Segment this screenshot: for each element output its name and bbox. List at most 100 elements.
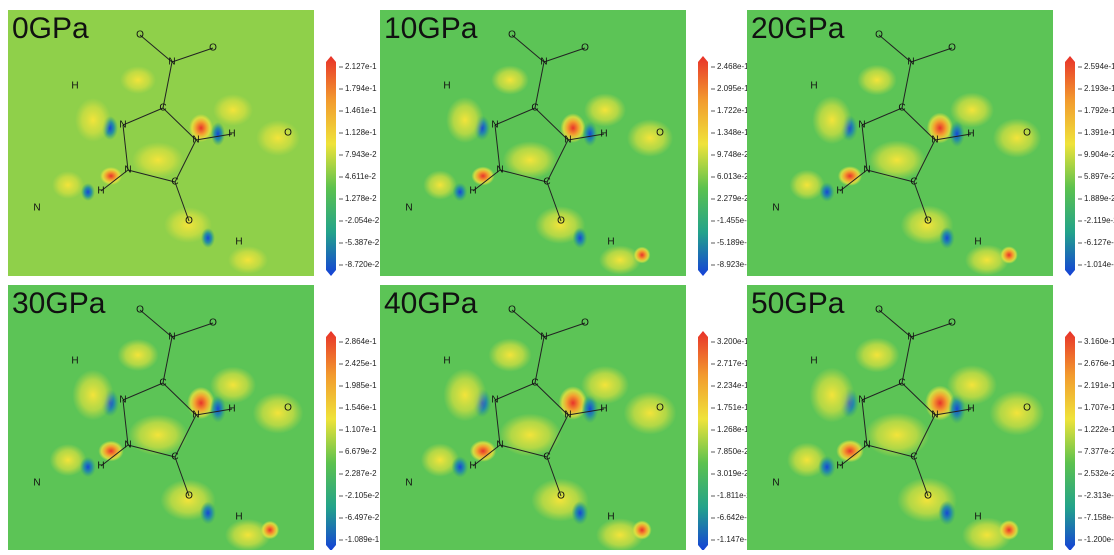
- atom-label: N: [405, 203, 412, 214]
- colorbar-tick-label: 1.546e-1: [345, 403, 377, 412]
- atom-label: O: [136, 30, 144, 41]
- atom-label: O: [284, 403, 292, 414]
- colorbar-tick-label: -2.313e-2: [1084, 491, 1114, 500]
- pressure-label: 40GPa: [384, 287, 478, 320]
- contour-blob: [573, 228, 588, 249]
- atom-label: H: [97, 186, 104, 197]
- contour-blob: [452, 456, 469, 478]
- colorbar-tick-label: -1.200e-1: [1084, 535, 1114, 544]
- atom-label: O: [581, 318, 589, 329]
- atom-label: O: [656, 128, 664, 139]
- colorbar-tick-label: -7.158e-2: [1084, 513, 1114, 522]
- panel: OONCNNHNHCOHNOH30GPa2.864e-12.425e-11.98…: [8, 285, 380, 550]
- atom-label: H: [469, 186, 476, 197]
- atom-label: O: [656, 403, 664, 414]
- contour-blob: [855, 338, 900, 373]
- atom-label: H: [71, 81, 78, 92]
- atom-label: N: [168, 332, 175, 343]
- contour-blob: [211, 122, 225, 146]
- atom-label: N: [192, 135, 199, 146]
- atom-label: N: [124, 165, 131, 176]
- colorbar-tick-label: 1.391e-1: [1084, 128, 1114, 137]
- colorbar-tick-label: -2.105e-2: [345, 491, 380, 500]
- colorbar-tick-label: 1.707e-1: [1084, 403, 1114, 412]
- atom-label: C: [171, 452, 178, 463]
- atom-label: O: [136, 305, 144, 316]
- atom-label: N: [491, 120, 498, 131]
- colorbar-tick-label: 1.985e-1: [345, 381, 377, 390]
- atom-label: N: [33, 478, 40, 489]
- atom-label: N: [33, 203, 40, 214]
- atom-label: N: [405, 478, 412, 489]
- atom-label: O: [508, 30, 516, 41]
- atom-label: N: [119, 120, 126, 131]
- atom-label: H: [607, 237, 614, 248]
- atom-label: C: [898, 103, 905, 114]
- contour-blob: [81, 183, 95, 201]
- contour-blob: [117, 339, 158, 371]
- colorbar-tick-label: 2.279e-2: [717, 194, 749, 203]
- colorbar-tick-label: 3.160e-1: [1084, 337, 1114, 346]
- atom-label: N: [863, 440, 870, 451]
- colorbar-tick-label: -6.497e-2: [345, 513, 380, 522]
- atom-label: C: [159, 103, 166, 114]
- contour-blob: [868, 140, 925, 180]
- atom-label: N: [540, 57, 547, 68]
- atom-label: N: [772, 478, 779, 489]
- atom-label: C: [898, 378, 905, 389]
- contour-blob: [999, 520, 1019, 540]
- colorbar-tick-label: 1.461e-1: [345, 106, 377, 115]
- atom-label: N: [931, 135, 938, 146]
- colorbar-tick-label: 2.234e-1: [717, 381, 749, 390]
- atom-label: N: [491, 395, 498, 406]
- colorbar-tick-label: 2.594e-1: [1084, 62, 1114, 71]
- colorbar-tick-label: 3.019e-2: [717, 469, 749, 478]
- contour-blob: [938, 501, 956, 526]
- colorbar-tick-label: 2.095e-1: [717, 84, 749, 93]
- atom-label: C: [159, 378, 166, 389]
- atom-label: N: [540, 332, 547, 343]
- figure: OONCNNHNHCOHNOH0GPa2.127e-11.794e-11.461…: [0, 0, 1114, 550]
- contour-blob: [624, 391, 677, 434]
- contour-blob: [857, 65, 897, 96]
- colorbar-tick-label: 1.751e-1: [717, 403, 749, 412]
- colorbar-tick-label: -1.455e-2: [717, 216, 752, 225]
- contour-blob: [627, 119, 673, 157]
- atom-label: H: [810, 356, 817, 367]
- colorbar-tick-label: 2.676e-1: [1084, 359, 1114, 368]
- contour-blob: [261, 521, 279, 539]
- atom-label: O: [875, 30, 883, 41]
- colorbar-tick-label: 4.611e-2: [345, 172, 377, 181]
- colorbar-tick-label: 1.268e-1: [717, 425, 749, 434]
- pressure-label: 10GPa: [384, 12, 478, 45]
- contour-blob: [572, 501, 589, 525]
- panel: OONCNNHNHCOHNOH10GPa2.468e-12.095e-11.72…: [380, 10, 752, 276]
- contour-blob: [120, 66, 156, 94]
- atom-label: O: [185, 216, 193, 227]
- atom-label: N: [119, 395, 126, 406]
- atom-label: N: [168, 57, 175, 68]
- colorbar: [326, 331, 336, 550]
- colorbar-tick-label: 6.013e-2: [717, 172, 749, 181]
- colorbar-tick-label: -1.147e-1: [717, 535, 752, 544]
- colorbar-tick-label: 2.864e-1: [345, 337, 377, 346]
- panel: OONCNNHNHCOHNOH20GPa2.594e-12.193e-11.79…: [747, 10, 1114, 276]
- atom-label: C: [171, 177, 178, 188]
- atom-label: O: [557, 216, 565, 227]
- contour-blob: [200, 502, 216, 525]
- contour-blob: [72, 370, 113, 421]
- atom-label: O: [557, 491, 565, 502]
- atom-label: O: [924, 216, 932, 227]
- atom-label: O: [209, 43, 217, 54]
- atom-label: C: [531, 378, 538, 389]
- atom-label: H: [443, 356, 450, 367]
- atom-label: O: [875, 305, 883, 316]
- atom-label: N: [124, 440, 131, 451]
- colorbar-tick-label: 3.200e-1: [717, 337, 749, 346]
- atom-label: N: [931, 410, 938, 421]
- colorbar-tick-label: 2.468e-1: [717, 62, 749, 71]
- atom-label: H: [600, 404, 607, 415]
- contour-blob: [488, 338, 531, 372]
- atom-label: N: [772, 203, 779, 214]
- colorbar-tick-label: 1.722e-1: [717, 106, 749, 115]
